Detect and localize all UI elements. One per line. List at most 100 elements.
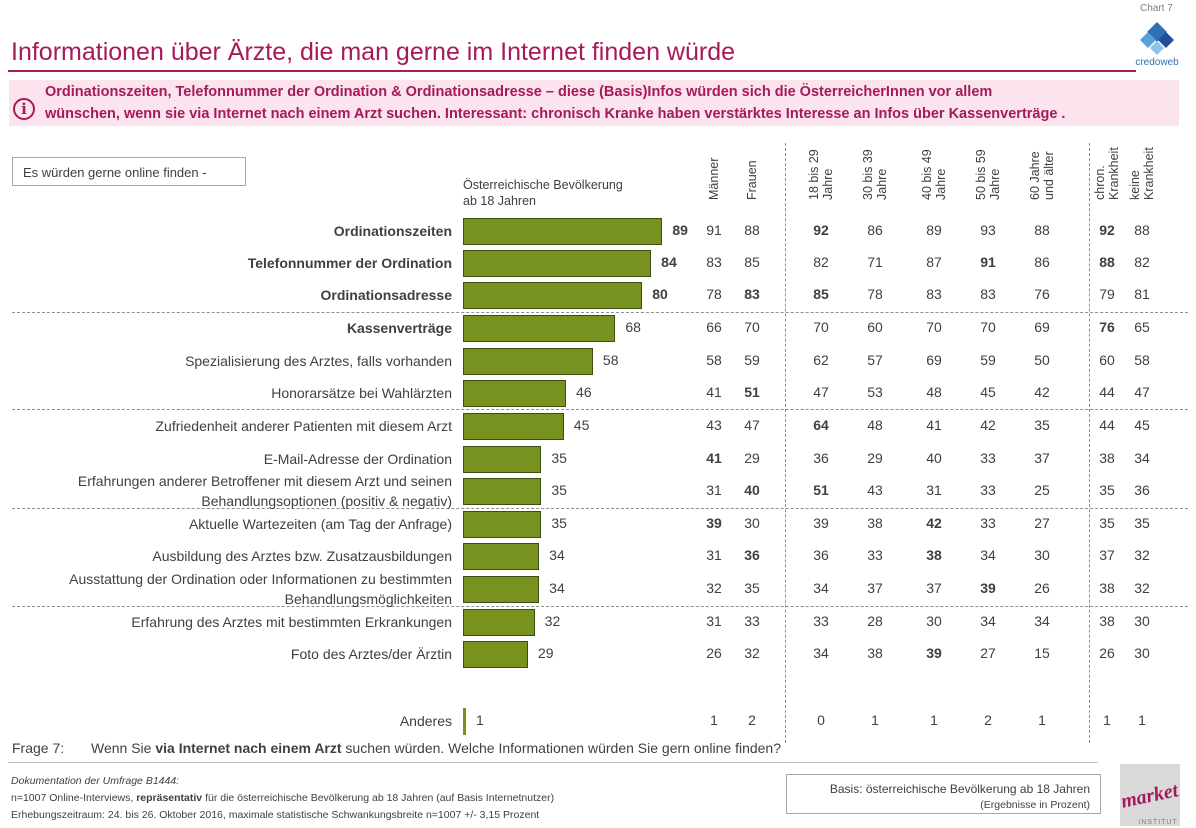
row-label: Kassenverträge <box>0 318 452 338</box>
table-cell: 45 <box>1134 417 1150 433</box>
credoweb-logo: credoweb <box>1135 22 1179 68</box>
table-cell: 26 <box>1099 645 1115 661</box>
basis-line-1: Basis: österreichische Bevölkerung ab 18… <box>829 782 1090 796</box>
table-cell: 33 <box>980 482 996 498</box>
table-cell: 38 <box>926 547 942 563</box>
table-cell: 41 <box>926 417 942 433</box>
table-cell: 36 <box>813 450 829 466</box>
row-label-line: Honorarsätze bei Wahlärzten <box>271 385 452 401</box>
row-label: Ordinationsadresse <box>0 285 453 305</box>
table-cell: 34 <box>1034 613 1050 629</box>
column-separator <box>1089 143 1090 743</box>
table-cell: 37 <box>867 580 883 596</box>
table-cell: 91 <box>706 222 722 238</box>
column-header: 50 bis 59 Jahre <box>974 145 1002 200</box>
row-label: Telefonnummer der Ordination <box>0 253 452 273</box>
table-cell: 60 <box>867 319 883 335</box>
column-header-line: 18 bis 29 <box>807 149 821 200</box>
table-cell: 81 <box>1134 286 1150 302</box>
bar <box>463 347 593 375</box>
table-cell: 33 <box>867 547 883 563</box>
row-label: Erfahrung des Arztes mit bestimmten Erkr… <box>0 612 452 632</box>
column-header-line: Krankheit <box>1107 147 1121 200</box>
table-cell: 29 <box>867 450 883 466</box>
bar-value-label: 34 <box>549 547 565 563</box>
bar-value-label: 29 <box>537 645 554 661</box>
table-cell: 38 <box>867 515 883 531</box>
row-label: Spezialisierung des Arztes, falls vorhan… <box>0 351 452 371</box>
table-cell: 26 <box>706 645 722 661</box>
row-label: Honorarsätze bei Wahlärzten <box>0 383 452 403</box>
row-label-line: Ausbildung des Arztes bzw. Zusatzausbild… <box>152 548 452 564</box>
table-cell: 34 <box>980 613 996 629</box>
table-cell: 33 <box>980 515 996 531</box>
table-cell: 69 <box>926 352 942 368</box>
footer-rule <box>8 762 1098 763</box>
table-cell: 86 <box>1034 254 1050 270</box>
table-cell: 48 <box>867 417 883 433</box>
info-icon: i <box>13 98 35 120</box>
table-cell: 70 <box>813 319 829 335</box>
row-label: Ausstattung der Ordination oder Informat… <box>0 569 452 609</box>
table-cell: 1 <box>930 712 938 728</box>
bar-value-label: 58 <box>602 352 619 368</box>
table-cell: 83 <box>706 254 722 270</box>
table-cell: 70 <box>926 319 942 335</box>
column-header-line: chron. <box>1093 165 1107 200</box>
table-cell: 93 <box>980 222 996 238</box>
table-cell: 91 <box>980 254 996 270</box>
table-cell: 2 <box>984 712 992 728</box>
table-cell: 31 <box>706 482 722 498</box>
row-label: Anderes <box>0 711 452 731</box>
table-cell: 59 <box>980 352 996 368</box>
table-cell: 87 <box>926 254 942 270</box>
table-cell: 39 <box>926 645 942 661</box>
table-cell: 35 <box>1034 417 1050 433</box>
doc-line-2-pre: n=1007 Online-Interviews, <box>11 792 137 804</box>
bar-value-label: 46 <box>576 384 592 400</box>
row-label: Erfahrungen anderer Betroffener mit dies… <box>0 471 452 511</box>
table-cell: 1 <box>1138 712 1146 728</box>
population-label-line-2: ab 18 Jahren <box>463 194 536 208</box>
table-cell: 15 <box>1034 645 1050 661</box>
bar <box>463 445 542 473</box>
table-cell: 89 <box>926 222 942 238</box>
table-cell: 60 <box>1099 352 1115 368</box>
group-separator <box>12 508 1188 509</box>
row-label-line: Kassenverträge <box>346 320 452 336</box>
table-cell: 27 <box>980 645 996 661</box>
column-separator <box>785 143 786 743</box>
table-cell: 83 <box>980 286 996 302</box>
column-header-line: 50 bis 59 <box>974 149 988 200</box>
table-cell: 37 <box>1034 450 1050 466</box>
table-cell: 30 <box>1134 645 1150 661</box>
table-cell: 82 <box>813 254 829 270</box>
bar-value-label: 89 <box>672 222 688 238</box>
table-cell: 34 <box>813 580 829 596</box>
table-cell: 39 <box>980 580 996 596</box>
table-cell: 88 <box>1099 254 1115 270</box>
table-cell: 48 <box>926 384 942 400</box>
filter-label-box: Es würden gerne online finden - <box>12 157 246 186</box>
bar <box>463 281 643 309</box>
row-label-line: Ausstattung der Ordination oder Informat… <box>69 571 452 587</box>
column-header-line: Jahre <box>821 168 835 200</box>
table-cell: 36 <box>813 547 829 563</box>
table-cell: 40 <box>744 482 760 498</box>
row-label-line: Anderes <box>399 713 452 729</box>
table-cell: 25 <box>1034 482 1050 498</box>
column-header: Männer <box>707 140 721 200</box>
bar-value-label: 68 <box>625 319 641 335</box>
table-cell: 45 <box>980 384 996 400</box>
bar <box>463 510 542 538</box>
column-header: chron. Krankheit <box>1093 145 1121 200</box>
page-title: Informationen über Ärzte, die man gerne … <box>11 38 736 66</box>
table-cell: 33 <box>744 613 760 629</box>
table-cell: 33 <box>980 450 996 466</box>
group-separator <box>12 312 1188 313</box>
population-label-line-1: Österreichische Bevölkerung <box>463 178 623 192</box>
bar <box>463 707 466 735</box>
row-label: Ordinationszeiten <box>0 221 452 241</box>
table-cell: 28 <box>867 613 883 629</box>
table-cell: 31 <box>706 547 722 563</box>
